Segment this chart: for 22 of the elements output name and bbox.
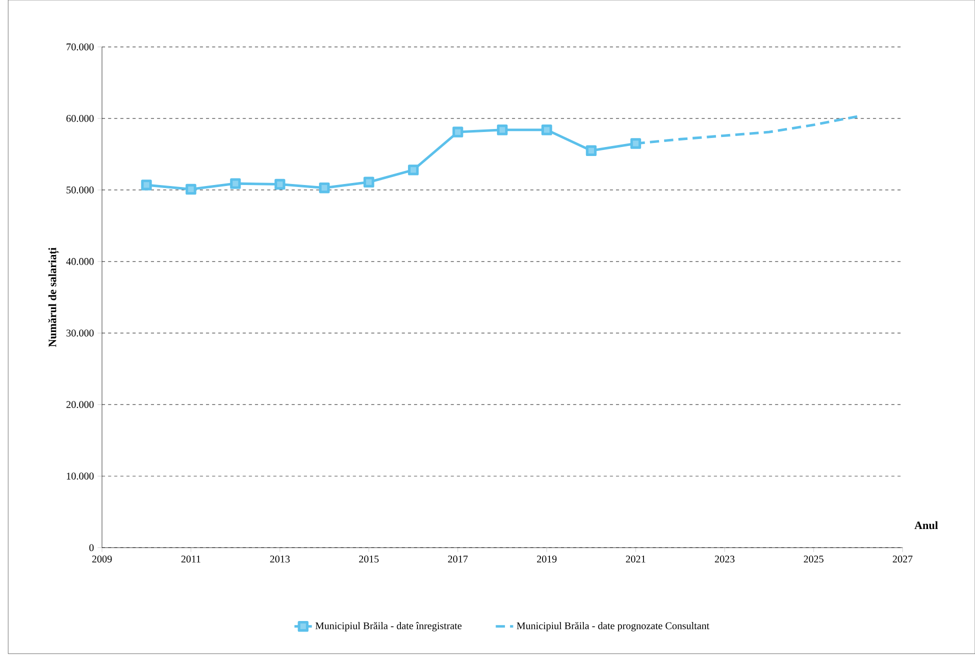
x-tick-label: 2011	[181, 556, 200, 563]
x-tick-label: 2013	[270, 556, 290, 563]
x-tick-label: 2027	[892, 556, 912, 563]
y-tick-label: 10.000	[66, 472, 94, 480]
y-tick-label: 70.000	[66, 44, 94, 50]
x-tick-label: 2019	[537, 556, 557, 563]
x-tick-label: 2015	[359, 556, 379, 563]
y-tick-label: 20.000	[66, 401, 94, 408]
y-tick-label: 30.000	[66, 330, 94, 337]
x-tick-label: 2025	[804, 556, 824, 563]
x-axis-title: Anul	[914, 521, 938, 530]
x-tick-label: 2009	[92, 556, 112, 563]
y-tick-label: 50.000	[66, 186, 94, 194]
y-tick-label: 0	[89, 544, 94, 552]
x-tick-label: 2021	[626, 556, 646, 563]
legend-label: Municipiul Brăila - date înregistrate	[315, 622, 462, 632]
y-tick-label: 60.000	[66, 115, 94, 122]
x-tick-label: 2017	[448, 556, 468, 563]
legend-label: Municipiul Brăila - date prognozate Consultant	[516, 622, 710, 632]
y-axis-title: Numărul de salariați	[48, 248, 59, 348]
y-tick-label: 40.000	[66, 258, 94, 266]
x-tick-label: 2023	[714, 556, 734, 563]
